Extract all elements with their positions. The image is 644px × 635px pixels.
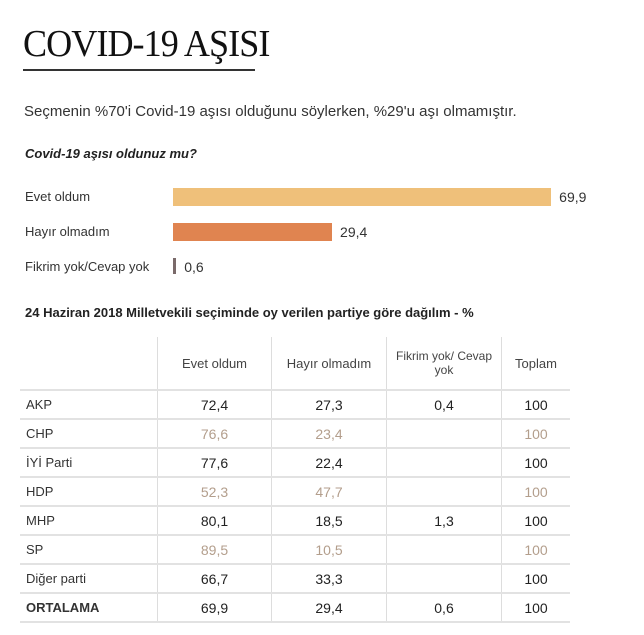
- table-cell: 0,4: [386, 389, 502, 419]
- table-row: Diğer parti 66,7 33,3 100: [20, 563, 570, 593]
- table-cell: 1,3: [386, 505, 502, 535]
- table-cell: [386, 447, 502, 477]
- table-cell: 100: [501, 389, 570, 419]
- bar-value-label: 69,9: [559, 189, 587, 205]
- title-underline: [23, 69, 255, 71]
- row-label: AKP: [20, 389, 158, 419]
- row-label: ORTALAMA: [20, 592, 158, 623]
- table-row: AKP 72,4 27,3 0,4 100: [20, 389, 570, 419]
- table-cell: 33,3: [271, 563, 387, 593]
- bar-label: Fikrim yok/Cevap yok: [25, 259, 150, 274]
- table-row: İYİ Parti 77,6 22,4 100: [20, 447, 570, 477]
- bar: [173, 258, 177, 274]
- table-cell: 100: [501, 505, 570, 535]
- table-row: CHP 76,6 23,4 100: [20, 418, 570, 448]
- row-label: MHP: [20, 505, 158, 535]
- table-cell: [386, 476, 502, 506]
- table-cell: 100: [501, 563, 570, 593]
- column-header: Evet oldum: [157, 337, 272, 390]
- subtitle: Seçmenin %70'i Covid-19 aşısı olduğunu s…: [24, 103, 517, 120]
- table-cell: 72,4: [157, 389, 272, 419]
- table-cell: [386, 418, 502, 448]
- table-cell: 52,3: [157, 476, 272, 506]
- table-cell: 0,6: [386, 592, 502, 623]
- table-cell: 23,4: [271, 418, 387, 448]
- table-cell: 27,3: [271, 389, 387, 419]
- table-cell: 69,9: [157, 592, 272, 623]
- row-label: SP: [20, 534, 158, 564]
- table-row: ORTALAMA 69,9 29,4 0,6 100: [20, 592, 570, 623]
- table-cell: [386, 563, 502, 593]
- bar: [173, 223, 333, 241]
- bar-label: Evet oldum: [25, 189, 91, 204]
- table-cell: 76,6: [157, 418, 272, 448]
- bar-label: Hayır olmadım: [25, 224, 110, 239]
- table-row: MHP 80,1 18,5 1,3 100: [20, 505, 570, 535]
- bar-value-label: 29,4: [340, 224, 368, 240]
- table-cell: 100: [501, 534, 570, 564]
- table-cell: 100: [501, 476, 570, 506]
- table-cell: 100: [501, 592, 570, 623]
- chart-title: Covid-19 aşısı oldunuz mu?: [25, 146, 197, 161]
- table-cell: 18,5: [271, 505, 387, 535]
- column-header: Toplam: [501, 337, 570, 390]
- row-label: CHP: [20, 418, 158, 448]
- bar-value-label: 0,6: [184, 259, 204, 275]
- row-label: İYİ Parti: [20, 447, 158, 477]
- column-header: [20, 337, 158, 390]
- table-cell: [386, 534, 502, 564]
- row-label: HDP: [20, 476, 158, 506]
- column-header: Fikrim yok/ Cevap yok: [386, 337, 502, 390]
- table-title: 24 Haziran 2018 Milletvekili seçiminde o…: [25, 305, 474, 320]
- table-cell: 89,5: [157, 534, 272, 564]
- table-row: HDP 52,3 47,7 100: [20, 476, 570, 506]
- table-row: SP 89,5 10,5 100: [20, 534, 570, 564]
- table-cell: 66,7: [157, 563, 272, 593]
- table-cell: 29,4: [271, 592, 387, 623]
- column-header: Hayır olmadım: [271, 337, 387, 390]
- table-cell: 77,6: [157, 447, 272, 477]
- table-cell: 22,4: [271, 447, 387, 477]
- party-table: Evet oldum Hayır olmadım Fikrim yok/ Cevap…: [20, 337, 570, 623]
- page-title: COVID-19 AŞISI: [23, 23, 270, 65]
- table-cell: 100: [501, 418, 570, 448]
- bar: [173, 188, 552, 206]
- row-label: Diğer parti: [20, 563, 158, 593]
- table-cell: 10,5: [271, 534, 387, 564]
- table-cell: 47,7: [271, 476, 387, 506]
- table-header-row: Evet oldum Hayır olmadım Fikrim yok/ Cevap…: [20, 337, 570, 390]
- table-cell: 100: [501, 447, 570, 477]
- table-cell: 80,1: [157, 505, 272, 535]
